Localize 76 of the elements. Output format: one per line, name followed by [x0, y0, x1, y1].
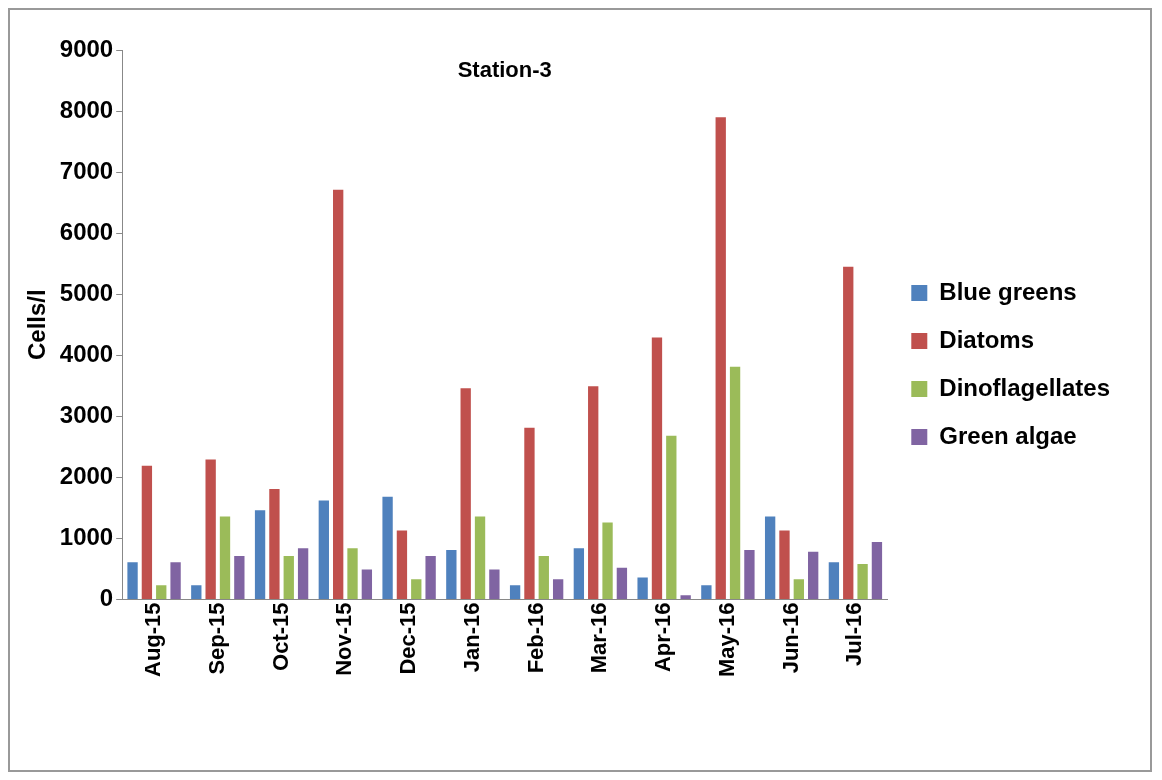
bar [234, 556, 245, 599]
y-tick-label: 0 [99, 584, 114, 612]
bar [680, 595, 691, 599]
bar [808, 551, 819, 599]
legend-label: Green algae [939, 421, 1077, 449]
bar [509, 585, 521, 599]
bar [573, 548, 585, 599]
bar [254, 510, 266, 599]
x-tick-label: Oct-15 [267, 602, 293, 671]
x-tick-label: May-16 [713, 602, 739, 677]
bar [205, 459, 216, 599]
bar [616, 567, 628, 599]
bar [729, 366, 741, 599]
bar [779, 530, 790, 599]
bar [715, 117, 726, 599]
bar [489, 569, 500, 599]
bar [871, 542, 883, 599]
bar [588, 386, 599, 599]
y-tick-label: 7000 [59, 156, 114, 184]
y-axis-title: Cells/l [23, 289, 51, 361]
x-tick-label: Nov-15 [331, 602, 357, 676]
bar [297, 548, 309, 599]
y-tick-label: 4000 [59, 339, 114, 367]
bar [219, 516, 231, 599]
bar [156, 585, 167, 599]
bar [333, 189, 344, 599]
bar [269, 488, 280, 599]
y-tick-label: 2000 [59, 461, 114, 489]
x-tick-label: Apr-16 [650, 602, 676, 673]
x-tick-label: Mar-16 [586, 602, 612, 674]
bar [361, 569, 373, 599]
y-tick-label: 8000 [59, 95, 114, 123]
bar [127, 562, 138, 599]
bar [191, 585, 202, 599]
x-tick-label: Aug-15 [140, 602, 166, 677]
bar [141, 465, 153, 599]
bar [411, 579, 422, 599]
y-tick-label: 9000 [59, 34, 114, 62]
legend-label: Blue greens [939, 277, 1077, 305]
y-tick-label: 1000 [59, 522, 114, 550]
y-tick-label: 6000 [59, 217, 114, 245]
legend-label: Diatoms [939, 325, 1034, 353]
x-tick-label: Sep-15 [203, 602, 229, 675]
bar [701, 585, 712, 599]
bar [637, 577, 648, 599]
bar [347, 548, 358, 599]
bar [602, 522, 613, 599]
bar [382, 496, 393, 599]
y-tick-label: 3000 [59, 400, 114, 428]
bar [666, 435, 677, 599]
bar [828, 562, 840, 599]
bar [396, 530, 408, 599]
x-tick-label: Jun-16 [777, 602, 803, 674]
bar [460, 388, 471, 599]
bar [446, 549, 457, 599]
bar [170, 562, 181, 599]
bar [283, 556, 294, 599]
bar [425, 556, 436, 599]
bar [793, 579, 804, 599]
bar [764, 516, 776, 599]
bar [318, 500, 329, 599]
bar [552, 579, 564, 599]
bar [744, 549, 755, 599]
y-tick-label: 5000 [59, 278, 114, 306]
bar [857, 564, 868, 599]
x-tick-label: Jan-16 [458, 602, 484, 673]
bar [474, 516, 486, 599]
bar [524, 427, 535, 599]
x-tick-label: Feb-16 [522, 602, 548, 674]
legend-label: Dinoflagellates [939, 373, 1111, 401]
bar [651, 337, 663, 599]
x-tick-label: Dec-15 [395, 602, 421, 675]
x-tick-label: Jul-16 [841, 602, 867, 666]
bar [538, 556, 549, 599]
chart-title: Station-3 [457, 57, 552, 83]
bar [843, 266, 854, 599]
